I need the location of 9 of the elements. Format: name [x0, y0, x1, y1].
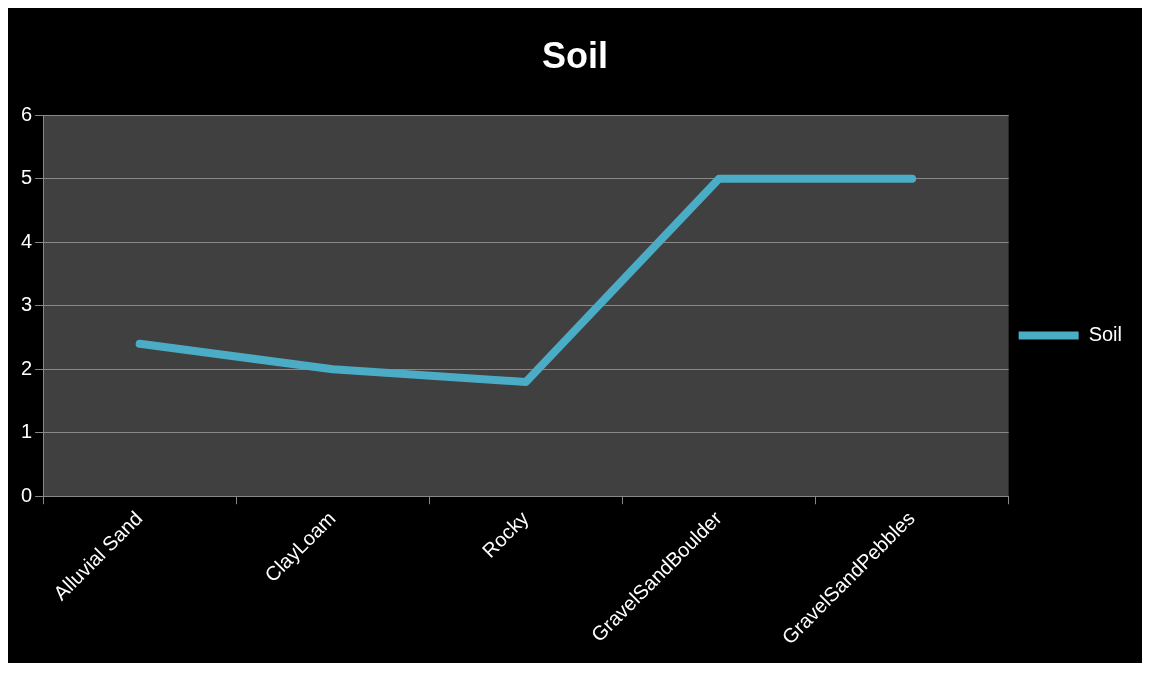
y-tick-label: 3: [21, 293, 33, 316]
y-tick-label: 2: [21, 356, 33, 379]
y-tick-label: 1: [21, 420, 33, 443]
y-tick-label: 4: [21, 229, 33, 252]
y-tick-label: 5: [21, 166, 33, 189]
y-tick-label: 0: [21, 483, 33, 506]
legend-label: Soil: [1088, 323, 1123, 346]
chart-title: Soil: [541, 34, 609, 76]
y-tick-label: 6: [21, 102, 33, 125]
